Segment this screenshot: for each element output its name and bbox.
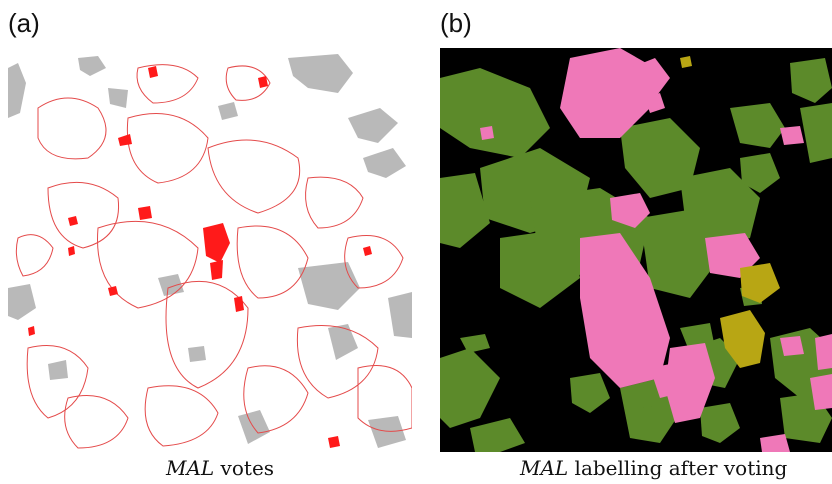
grain-outlines xyxy=(15,64,412,449)
mal-labelling-image xyxy=(440,48,832,452)
panel-b-label: (b) xyxy=(440,8,472,38)
panel-a-label: (a) xyxy=(8,8,40,38)
olive-regions xyxy=(680,56,780,368)
gray-regions xyxy=(8,54,412,448)
mal-votes-image xyxy=(8,48,412,452)
panel-a-caption: MAL votes xyxy=(166,456,275,480)
red-vote-regions xyxy=(28,66,372,448)
pink-regions xyxy=(480,48,832,452)
panel-b-caption: MAL labelling after voting xyxy=(520,456,788,480)
